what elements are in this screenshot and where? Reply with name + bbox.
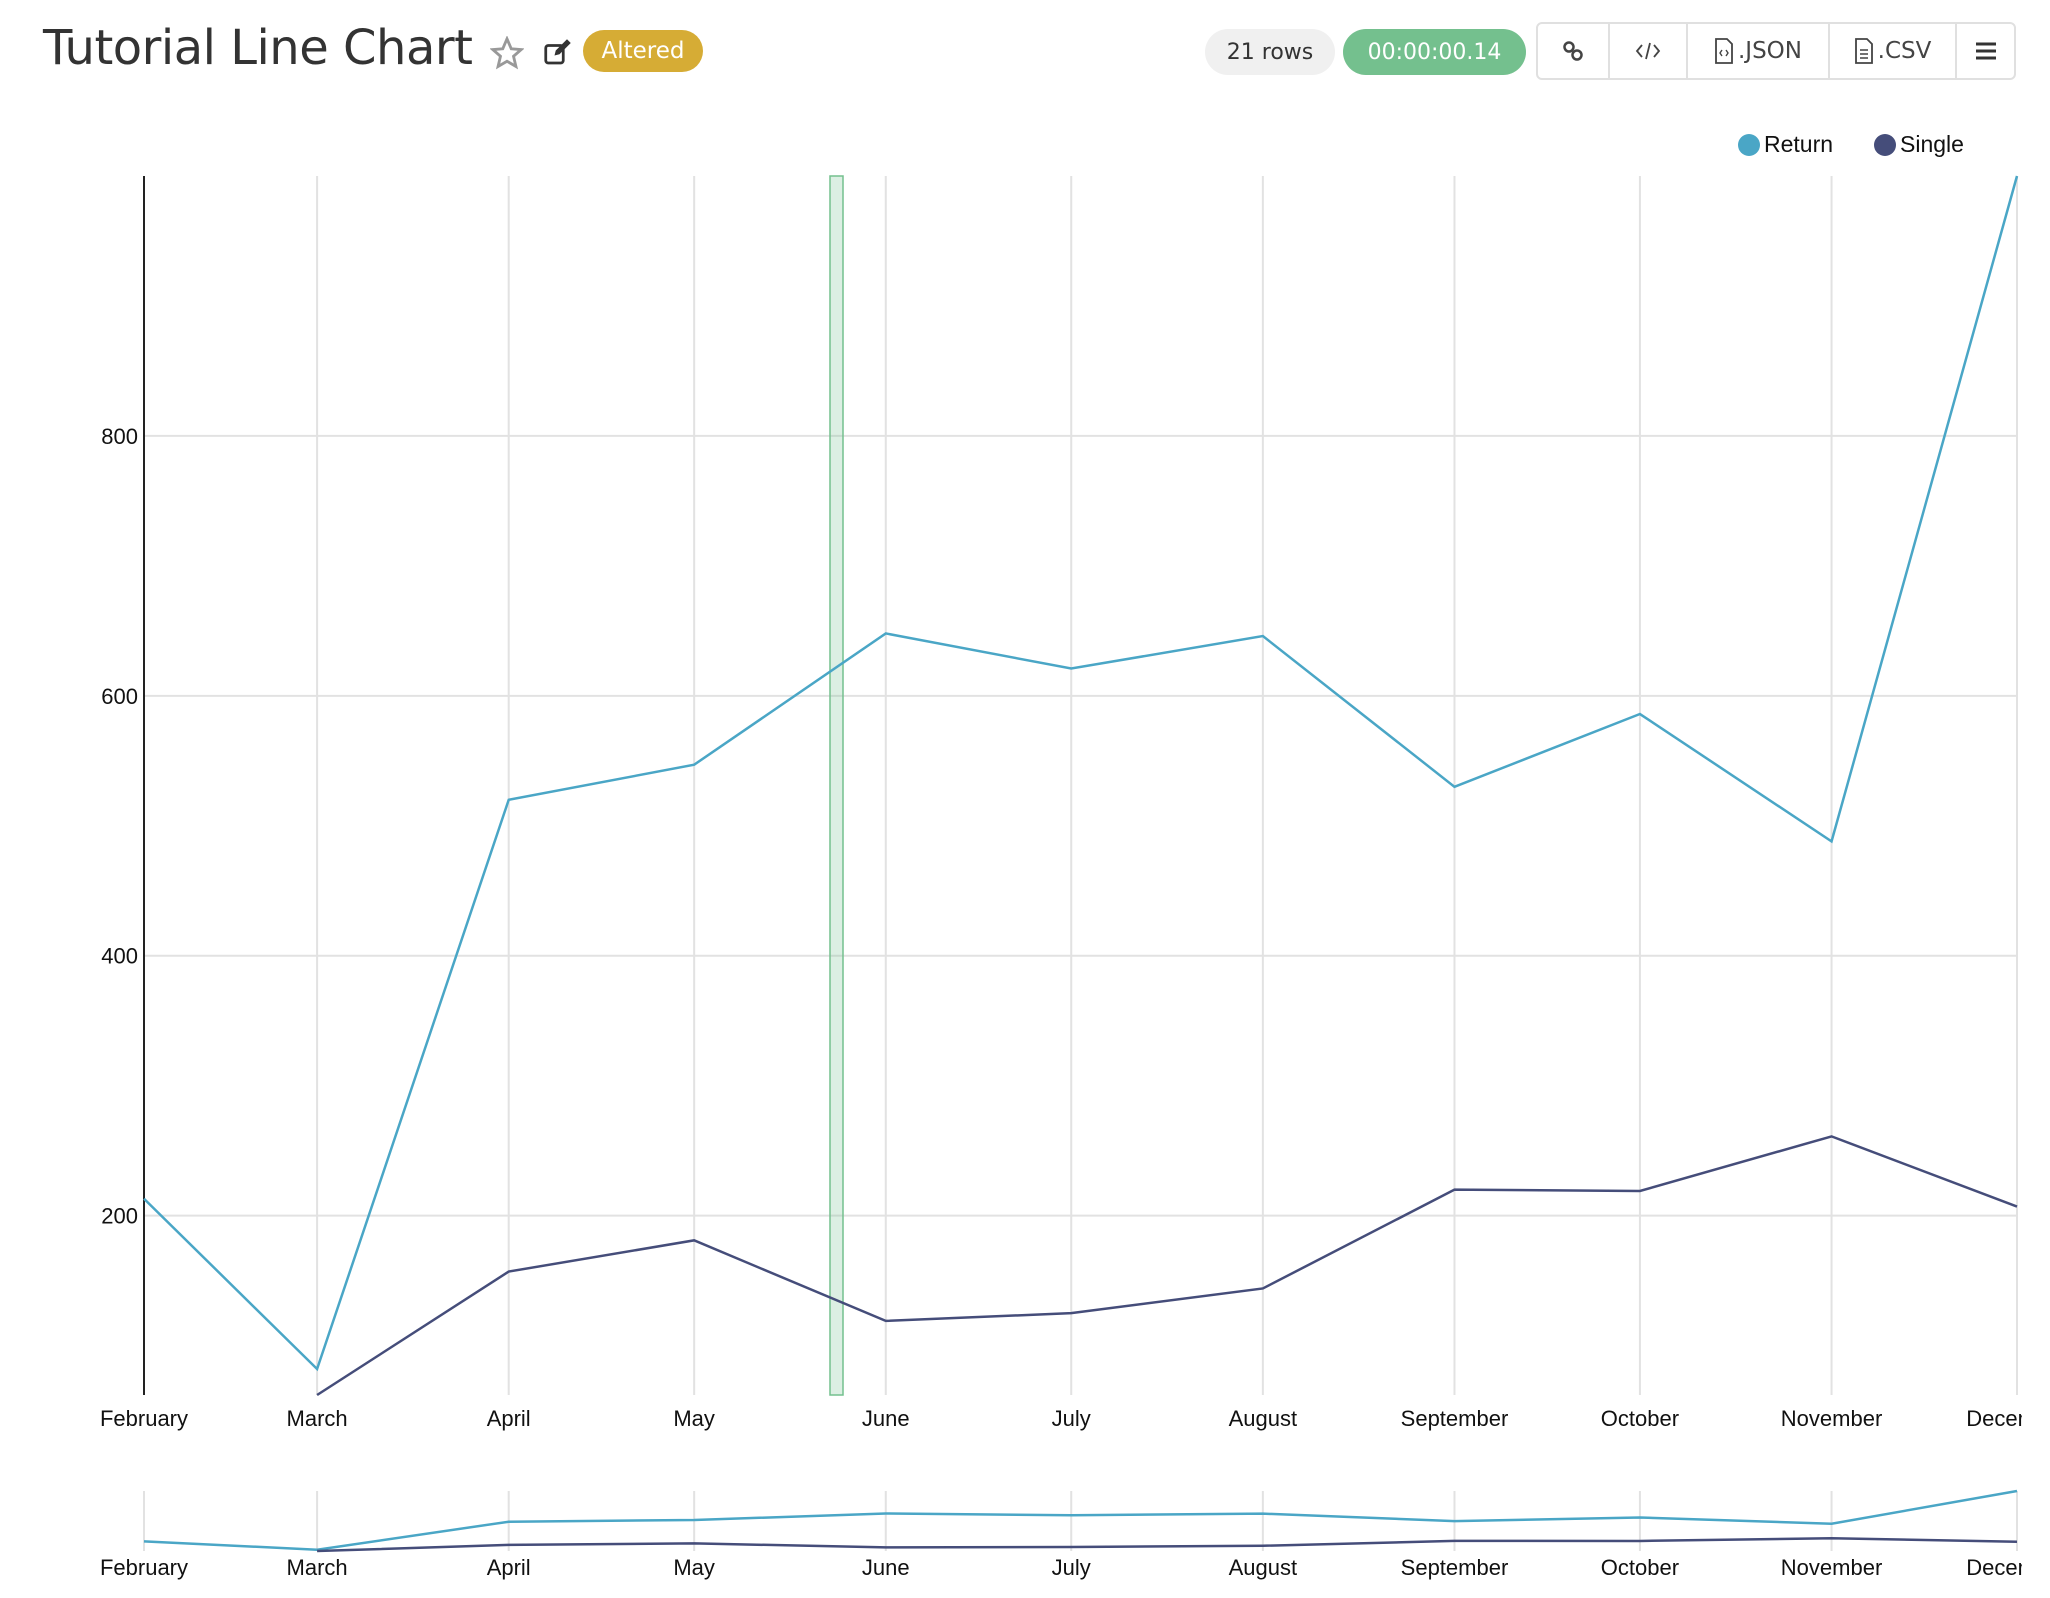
x-tick-label: February (100, 1406, 188, 1431)
mini-x-tick-label: August (1229, 1555, 1298, 1580)
export-csv-button[interactable]: .CSV (1830, 24, 1957, 78)
duration-badge: 00:00:00.14 (1343, 29, 1526, 75)
y-tick-label: 400 (101, 944, 138, 969)
mini-x-tick-label: March (287, 1555, 348, 1580)
y-tick-label: 200 (101, 1204, 138, 1229)
x-tick-label: March (287, 1406, 348, 1431)
link-button[interactable] (1538, 24, 1610, 78)
json-label: .JSON (1737, 38, 1802, 64)
menu-icon (1975, 42, 1996, 60)
x-tick-label: August (1229, 1406, 1298, 1431)
json-file-icon (1715, 38, 1733, 64)
mini-x-tick-label: February (100, 1555, 188, 1580)
x-tick-label: July (1052, 1406, 1091, 1431)
mini-x-tick-label: October (1601, 1555, 1679, 1580)
legend-label-single: Single (1900, 131, 1964, 157)
row-count-badge: 21 rows (1205, 29, 1335, 75)
edit-icon[interactable] (542, 38, 572, 68)
x-tick-label: May (673, 1406, 715, 1431)
series-line-single (316, 1135, 2018, 1397)
x-tick-label: June (862, 1406, 910, 1431)
x-tick-label: April (487, 1406, 531, 1431)
csv-file-icon (1854, 38, 1873, 64)
star-icon[interactable] (490, 36, 524, 70)
mini-x-tick-label: September (1401, 1555, 1509, 1580)
altered-badge: Altered (583, 30, 703, 72)
mini-x-tick-label: April (487, 1555, 531, 1580)
toolbar: .JSON .CSV (1536, 22, 2016, 80)
mini-x-tick-label: June (862, 1555, 910, 1580)
mini-series-line-return (143, 1489, 2018, 1551)
legend-item-return[interactable]: Return (1738, 131, 1833, 158)
x-tick-label: November (1781, 1406, 1882, 1431)
y-tick-label: 600 (101, 684, 138, 709)
link-icon (1563, 41, 1583, 61)
x-tick-label: October (1601, 1406, 1679, 1431)
y-tick-label: 800 (101, 424, 138, 449)
menu-button[interactable] (1957, 24, 2014, 78)
x-tick-label: September (1401, 1406, 1509, 1431)
page-title: Tutorial Line Chart (43, 20, 473, 76)
export-json-button[interactable]: .JSON (1688, 24, 1830, 78)
legend-dot-return (1738, 133, 1760, 156)
x-tick-label: December (1966, 1406, 2022, 1431)
legend-dot-single (1874, 133, 1896, 156)
series-line-return (143, 175, 2019, 1372)
mini-x-tick-label: December (1966, 1555, 2022, 1580)
mini-series-line-single (317, 1537, 2018, 1553)
mini-x-tick-label: November (1781, 1555, 1882, 1580)
legend-item-single[interactable]: Single (1874, 131, 1964, 158)
embed-code-button[interactable] (1610, 24, 1688, 78)
annotation-marker (829, 175, 844, 1396)
mini-x-tick-label: May (673, 1555, 715, 1580)
code-icon (1635, 42, 1661, 60)
legend-label-return: Return (1764, 131, 1834, 157)
mini-x-tick-label: July (1052, 1555, 1091, 1580)
csv-label: .CSV (1877, 38, 1932, 64)
